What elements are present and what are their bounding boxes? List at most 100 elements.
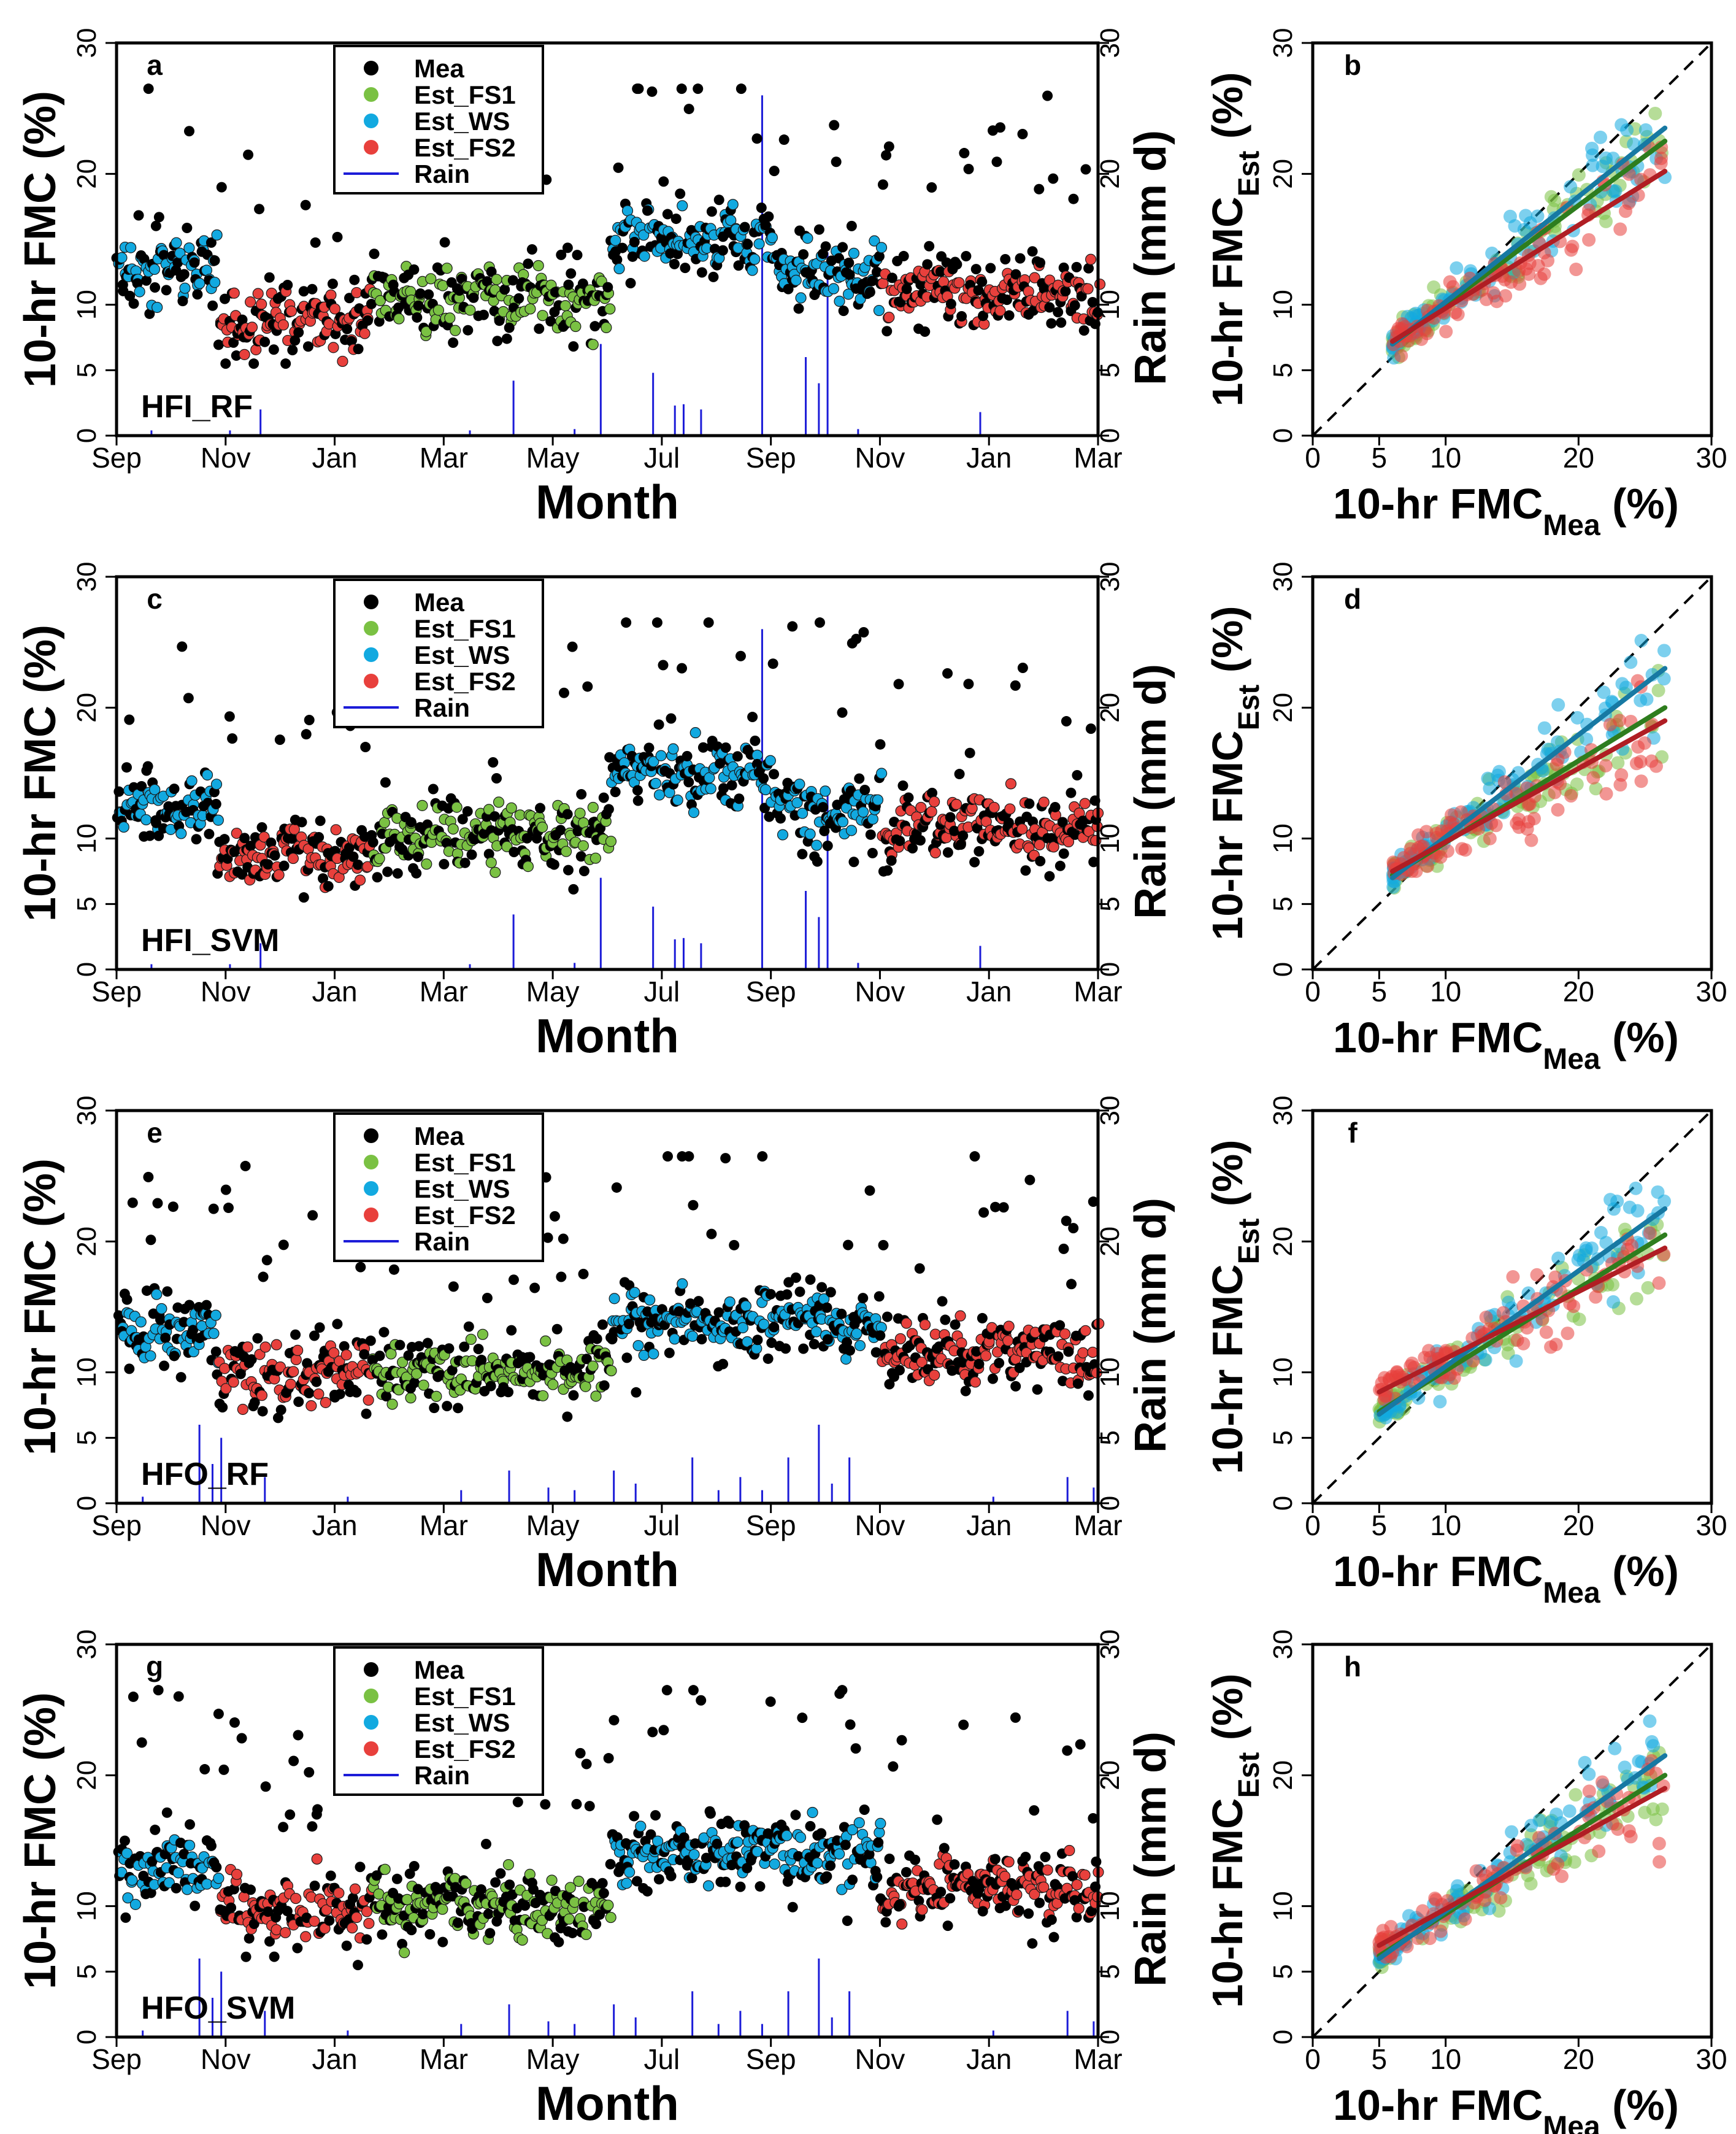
mea-point: [787, 621, 798, 632]
mea-point: [647, 1727, 658, 1738]
mea-point: [1071, 261, 1082, 272]
y-axis-title: 10-hr FMCEst (%): [1204, 72, 1266, 406]
mea-point: [1015, 253, 1026, 264]
mea-point: [264, 272, 275, 283]
mea-point: [913, 1895, 924, 1906]
est-point: [766, 232, 778, 244]
est-point: [285, 1378, 296, 1390]
mea-point: [551, 1323, 563, 1335]
mea-point: [958, 830, 969, 841]
panel-label: c: [147, 583, 163, 615]
mea-point: [437, 1936, 448, 1947]
mea-point: [231, 350, 242, 361]
mea-point: [1091, 1856, 1102, 1867]
mea-point: [977, 1906, 988, 1917]
mea-point: [935, 266, 946, 277]
est-point: [490, 866, 501, 878]
panel-label: b: [1344, 49, 1361, 81]
mea-point: [696, 1695, 707, 1706]
scatter-point: [1589, 782, 1603, 796]
mea-point: [463, 1321, 474, 1332]
mea-point: [718, 783, 729, 794]
mea-point: [672, 248, 683, 260]
scatter-point: [1483, 831, 1497, 846]
mea-point: [696, 1334, 707, 1345]
mea-point: [1087, 296, 1098, 307]
mea-point: [535, 803, 546, 814]
mea-point: [483, 849, 494, 860]
mea-point: [466, 849, 477, 860]
mea-point: [1080, 164, 1091, 175]
est-point: [420, 326, 432, 337]
scatter-point: [1613, 714, 1627, 728]
mea-point: [191, 834, 202, 845]
mea-point: [693, 1296, 704, 1307]
est-point: [689, 727, 701, 739]
mea-point: [304, 715, 315, 726]
mea-point: [503, 1387, 514, 1398]
mea-point: [323, 880, 334, 892]
y-tick-label: 30: [1268, 1096, 1298, 1126]
mea-point: [821, 1871, 832, 1882]
mea-point: [875, 1330, 886, 1341]
scatter-point: [1615, 677, 1629, 691]
mea-point: [307, 283, 318, 295]
mea-point: [409, 1377, 420, 1389]
est-point: [980, 1350, 992, 1362]
y-tick-label: 5: [1268, 363, 1298, 377]
mea-point: [145, 1887, 156, 1898]
mea-point: [272, 1412, 283, 1423]
scatter-point: [1606, 1295, 1620, 1309]
est-point: [916, 1904, 928, 1916]
mea-point: [562, 1411, 573, 1422]
est-point: [465, 1333, 477, 1345]
est-point: [129, 1898, 142, 1910]
legend-label: Est_FS2: [414, 1735, 516, 1763]
mea-point: [235, 1368, 246, 1379]
est-point: [705, 783, 716, 795]
est-point: [517, 1934, 528, 1946]
scatter-point: [1584, 1241, 1599, 1255]
legend-swatch: [364, 1208, 378, 1222]
est-point: [460, 1878, 472, 1889]
x-tick-label: 5: [1372, 1509, 1388, 1541]
mea-point: [653, 719, 664, 730]
scatter-point: [1629, 1181, 1643, 1195]
scatter-point: [1451, 307, 1465, 322]
mea-point: [782, 1289, 793, 1300]
est-point: [938, 276, 950, 288]
mea-point: [871, 266, 882, 277]
est-point: [702, 1880, 715, 1892]
est-point: [537, 310, 548, 322]
mea-point: [851, 633, 862, 644]
est-point: [135, 1316, 147, 1328]
mea-point: [750, 735, 761, 746]
mea-point: [342, 323, 353, 334]
est-point: [564, 1882, 576, 1893]
x-tick-label: Sep: [91, 1509, 142, 1541]
y-tick-label: 20: [72, 1760, 102, 1790]
est-point: [810, 1326, 822, 1338]
mea-point: [173, 1691, 184, 1702]
mea-point: [145, 1235, 156, 1246]
est-point: [209, 277, 221, 288]
mea-point: [216, 182, 227, 193]
mea-point: [205, 1840, 217, 1851]
mea-point: [485, 1381, 496, 1392]
y2-tick-label: 30: [1095, 1630, 1125, 1660]
scatter-point: [1504, 275, 1518, 289]
est-point: [1029, 1889, 1040, 1900]
mea-point: [361, 1408, 372, 1419]
est-point: [125, 242, 137, 253]
mea-point: [457, 814, 468, 825]
est-point: [1073, 1903, 1085, 1914]
mea-point: [1066, 1279, 1077, 1290]
mea-point: [875, 739, 886, 750]
mea-point: [366, 298, 377, 309]
mea-point: [658, 660, 669, 671]
mea-point: [688, 1200, 699, 1211]
y-tick-label: 30: [1268, 562, 1298, 592]
scatter-point: [1572, 168, 1586, 182]
mea-point: [697, 742, 709, 753]
